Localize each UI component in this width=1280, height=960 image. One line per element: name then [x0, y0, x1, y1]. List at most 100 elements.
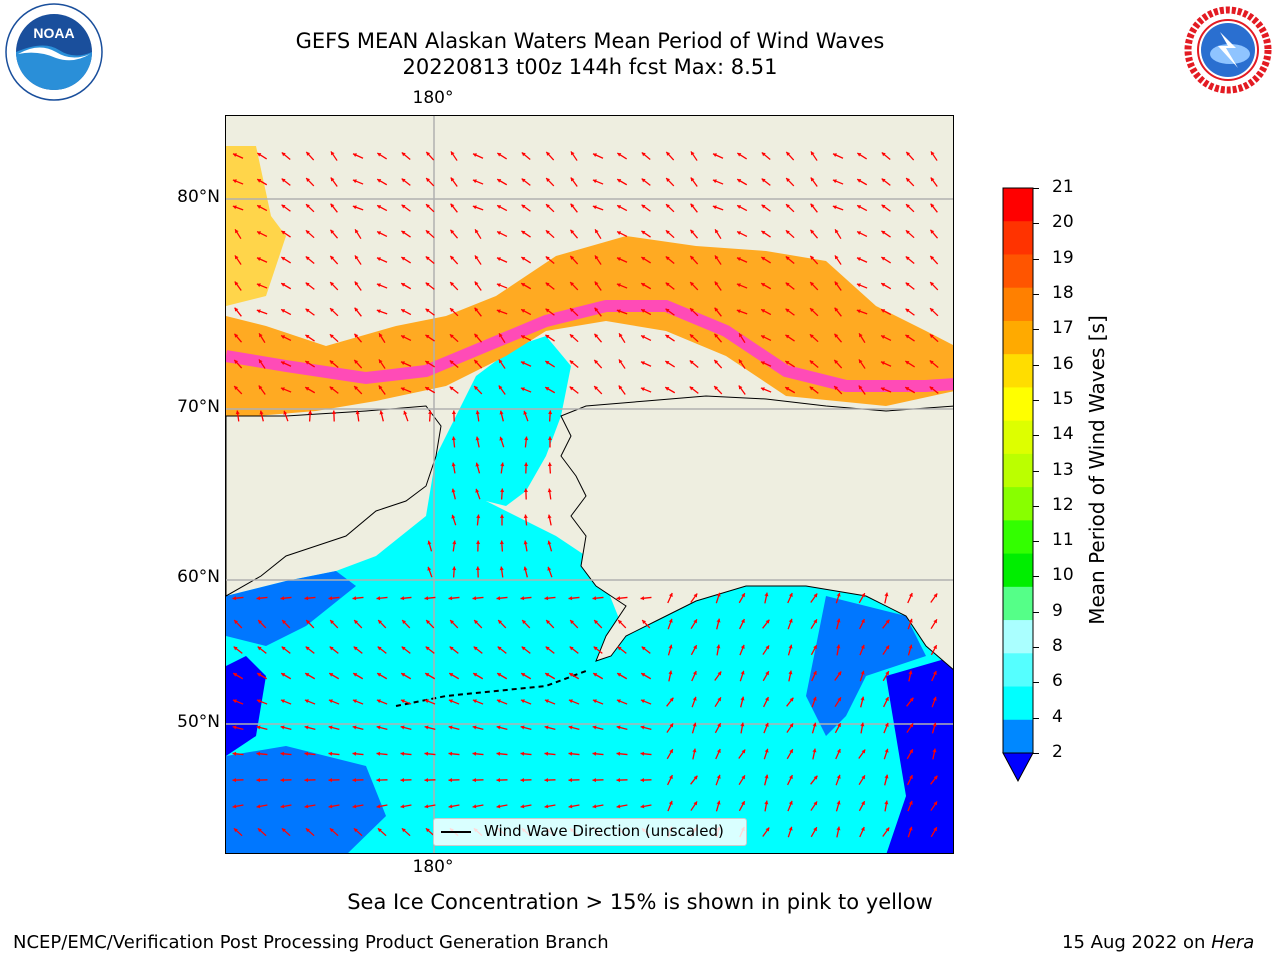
wave-direction-arrowhead	[473, 673, 478, 677]
wave-direction-arrowhead	[836, 800, 841, 805]
colorbar-tick-label: 8	[1052, 636, 1063, 657]
colorbar-tick-mark	[1033, 399, 1039, 401]
wave-direction-arrowhead	[665, 308, 670, 313]
wave-direction-arrowhead	[788, 618, 793, 623]
wave-direction-arrowhead	[617, 153, 622, 157]
wave-direction-arrowhead	[641, 204, 646, 209]
wave-direction-arrowhead	[740, 670, 745, 675]
wave-direction-arrowhead	[690, 282, 695, 286]
wave-direction-arrowhead	[933, 593, 938, 598]
wave-direction-arrowhead	[256, 778, 261, 783]
wave-direction-arrowhead	[305, 646, 310, 651]
wave-direction-arrowhead	[520, 804, 525, 809]
wave-direction-arrowhead	[523, 566, 528, 571]
colorbar-tick-label: 14	[1052, 424, 1074, 445]
wave-direction-arrowhead	[496, 257, 501, 262]
shallow-area	[806, 596, 926, 736]
wave-direction-arrowhead	[856, 257, 861, 262]
wave-direction-arrowhead	[377, 231, 382, 235]
colorbar-segment	[1003, 719, 1033, 754]
wave-direction-arrowhead	[764, 592, 769, 597]
wave-direction-arrowhead	[834, 359, 839, 364]
wave-direction-arrowhead	[860, 696, 865, 701]
wave-direction-arrowhead	[641, 178, 646, 183]
wave-direction-arrowhead	[616, 804, 621, 809]
wave-direction-arrowhead	[425, 387, 430, 391]
wave-direction-arrowhead	[475, 410, 480, 415]
wave-direction-arrowhead	[885, 645, 890, 650]
wave-direction-arrowhead	[836, 748, 841, 753]
wave-direction-arrowhead	[547, 566, 552, 571]
wave-direction-arrowhead	[256, 309, 261, 314]
wave-direction-arrowhead	[500, 462, 505, 467]
wave-direction-arrowhead	[690, 229, 695, 234]
wave-direction-arrowhead	[376, 751, 381, 756]
wave-direction-arrowhead	[450, 255, 455, 260]
wave-direction-arrowhead	[424, 596, 429, 601]
graticule	[226, 116, 953, 853]
wave-direction-arrowhead	[306, 178, 311, 182]
colorbar-tick-label: 6	[1052, 671, 1063, 692]
wave-direction-arrowhead	[330, 177, 335, 182]
wave-direction-arrowhead	[741, 775, 745, 780]
wave-direction-arrowhead	[281, 257, 286, 261]
map-legend: Wind Wave Direction (unscaled)	[433, 818, 747, 846]
wave-direction-arrowhead	[520, 596, 525, 601]
colorbar-label: Mean Period of Wind Waves [s]	[1085, 315, 1109, 625]
colorbar-tick-mark	[1033, 541, 1039, 543]
wave-direction-arrowhead	[810, 151, 815, 156]
wave-direction-arrowhead	[521, 673, 526, 677]
wave-direction-arrowhead	[403, 410, 408, 415]
wave-direction-arrowhead	[256, 257, 261, 262]
wave-direction-arrowhead	[809, 360, 814, 365]
wave-direction-arrowhead	[788, 644, 793, 649]
wave-direction-arrowhead	[524, 462, 529, 467]
wave-direction-arrowhead	[693, 619, 697, 624]
wave-direction-arrowhead	[665, 361, 670, 365]
wave-direction-arrowhead	[689, 386, 694, 391]
wave-direction-arrowhead	[809, 334, 814, 339]
wave-direction-arrowhead	[544, 778, 549, 783]
wave-direction-arrowhead	[475, 229, 479, 234]
sea-ice-edge	[226, 300, 953, 392]
wave-direction-arrowhead	[740, 696, 745, 701]
wave-direction-arrowhead	[860, 644, 865, 649]
wave-direction-arrowhead	[665, 387, 670, 391]
wave-direction-arrowhead	[690, 177, 695, 182]
wave-direction-arrowhead	[881, 230, 886, 235]
wave-direction-arrowhead	[521, 230, 526, 235]
wave-direction-arrowhead	[450, 282, 455, 286]
wave-direction-arrowhead	[835, 229, 839, 234]
wave-direction-arrowhead	[765, 645, 770, 650]
wave-direction-arrowhead	[642, 620, 647, 624]
wave-direction-arrowhead	[785, 256, 790, 261]
wave-direction-arrowhead	[692, 722, 697, 727]
wave-direction-arrowhead	[716, 774, 721, 779]
wave-direction-arrowhead	[305, 230, 310, 235]
colorbar-segment	[1003, 553, 1033, 588]
wave-direction-arrowhead	[881, 178, 886, 183]
wave-direction-arrowhead	[832, 205, 837, 210]
wave-direction-arrowhead	[353, 646, 358, 651]
wave-direction-arrowhead	[714, 333, 719, 338]
wave-direction-arrowhead	[524, 436, 529, 441]
colorbar-segment	[1003, 520, 1033, 555]
wave-direction-arrowhead	[354, 281, 359, 286]
wave-direction-arrowhead	[640, 699, 645, 704]
colorbar-tick-mark	[1033, 717, 1039, 719]
wave-direction-arrowhead	[640, 596, 645, 601]
wave-direction-arrowhead	[256, 725, 261, 730]
wave-direction-arrowhead	[593, 646, 598, 651]
wave-direction-arrowhead	[932, 722, 937, 727]
wave-direction-arrowhead	[736, 283, 741, 288]
wave-direction-arrowhead	[328, 699, 333, 704]
map-panel	[225, 115, 954, 854]
wave-direction-arrowhead	[740, 644, 745, 649]
colorbar-tick-label: 19	[1052, 247, 1074, 268]
wave-direction-arrowhead	[569, 334, 574, 339]
wave-direction-arrowhead	[905, 308, 910, 313]
wave-direction-arrowhead	[401, 204, 406, 209]
wave-direction-arrowhead	[329, 334, 334, 339]
colorbar-tick-mark	[1033, 435, 1039, 437]
wave-direction-arrowhead	[450, 203, 455, 208]
